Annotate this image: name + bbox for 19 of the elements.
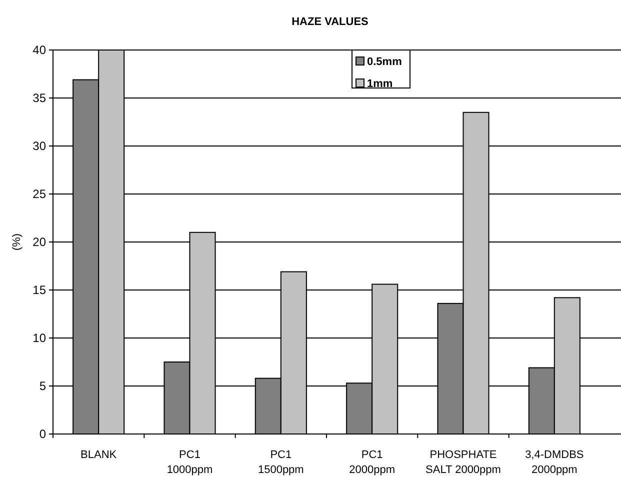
y-tick-label: 0 xyxy=(39,427,46,442)
y-tick-label: 35 xyxy=(32,91,46,106)
y-tick-label: 20 xyxy=(32,235,46,250)
y-tick-label: 40 xyxy=(32,43,46,58)
x-tick-label: BLANK xyxy=(80,449,118,461)
y-tick-label: 30 xyxy=(32,139,46,154)
x-tick-label: PC1 2000ppm xyxy=(349,449,396,476)
x-tick-label: PC1 1500ppm xyxy=(258,449,304,476)
y-tick-label: 5 xyxy=(39,379,46,394)
x-tick-label: PHOSPHATE SALT 2000ppm xyxy=(426,449,501,476)
y-tick-label: 25 xyxy=(32,187,46,202)
y-tick-label: 10 xyxy=(32,331,46,346)
x-tick-label: PC1 1000ppm xyxy=(166,449,213,476)
y-tick-label: 15 xyxy=(32,283,46,298)
chart-title: HAZE VALUES xyxy=(292,16,368,28)
legend-label: 1mm xyxy=(367,78,393,90)
legend-label: 0.5mm xyxy=(367,56,402,68)
y-axis-title: (%) xyxy=(11,233,23,251)
x-tick-label: 3,4-DMDBS 2000ppm xyxy=(525,449,584,476)
